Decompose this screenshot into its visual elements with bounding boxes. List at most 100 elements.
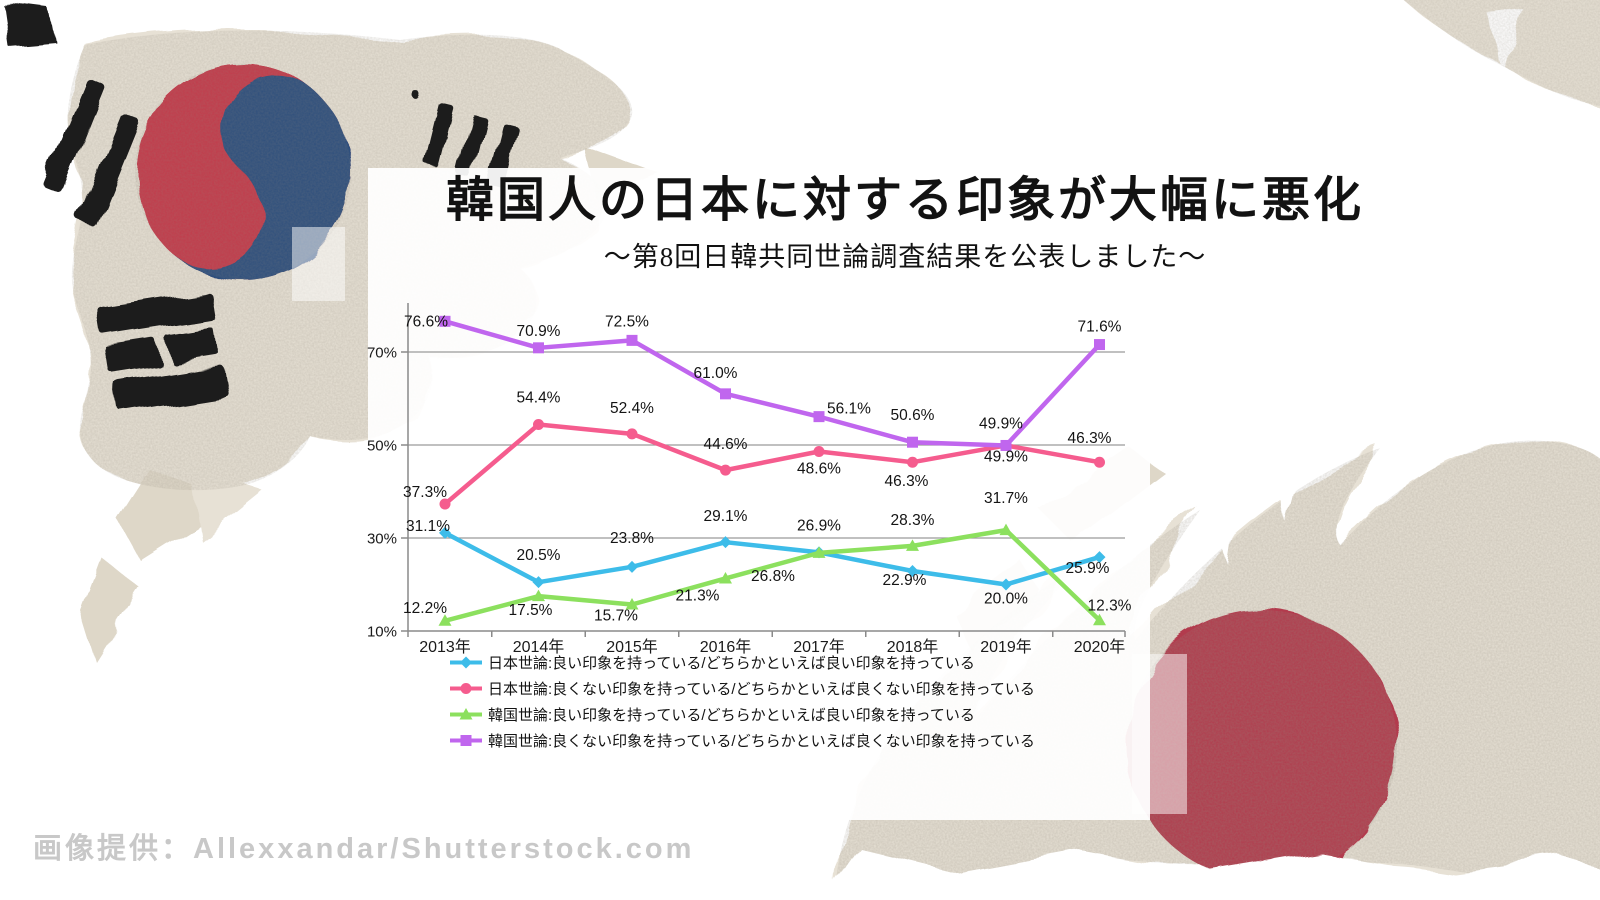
data-point [460,682,472,694]
data-point [532,589,545,602]
data-point [625,597,639,610]
data-label: 31.1% [406,518,450,535]
data-point [460,656,472,668]
data-point [907,456,918,468]
data-point [906,539,919,551]
series-2 [438,523,1106,626]
data-label: 54.4% [517,390,561,407]
data-label: 25.9% [1066,560,1110,577]
page-title: 韓国人の日本に対する印象が大幅に悪化 [445,174,1364,227]
data-label: 46.3% [885,473,929,490]
data-label: 71.6% [1078,319,1122,336]
page-subtitle: ～第8回日韓共同世論調査結果を公表しました～ [603,241,1207,272]
x-axis-label: 2020年 [1074,638,1126,656]
data-label: 31.7% [984,490,1028,507]
data-label: 26.9% [797,517,841,534]
data-label: 12.3% [1088,597,1132,614]
data-label: 20.5% [517,547,561,564]
series-line [442,422,1102,507]
legend-label: 日本世論:良い印象を持っている/どちらかといえば良い印象を持っている [488,654,975,672]
data-point [533,342,544,354]
data-point [719,536,732,549]
x-axis-label: 2014年 [513,638,565,656]
data-point [439,526,451,539]
data-point [719,571,732,584]
x-axis-label: 2017年 [793,638,845,656]
y-tick-label: 10% [367,624,397,641]
data-point [626,334,638,346]
legend-label: 韓国世論:良くない印象を持っている/どちらかといえば良くない印象を持っている [488,732,1035,750]
y-tick-label: 30% [367,531,397,548]
data-point [812,546,826,558]
data-point [813,446,825,458]
x-axis-label: 2018年 [887,638,939,656]
data-label: 48.6% [797,461,841,478]
data-label: 12.2% [403,600,447,617]
data-label: 70.9% [517,323,561,340]
legend-marker-icon [450,682,482,694]
data-label: 17.5% [509,602,553,619]
data-label: 44.6% [704,436,748,453]
y-tick-label: 50% [367,438,397,455]
data-point [906,565,919,578]
ink-dab-art [2,4,56,46]
title-block: 韓国人の日本に対する印象が大幅に悪化 ～第8回日韓共同世論調査結果を公表しました… [390,174,1420,274]
x-axis-label: 2013年 [419,638,471,656]
data-point [438,614,452,626]
series-line [442,530,1102,587]
x-axis-label: 2015年 [606,638,658,656]
legend-item: 韓国世論:良くない印象を持っている/どちらかといえば良くない印象を持っている [448,727,1035,753]
data-label: 76.6% [404,313,448,330]
data-point [439,315,451,327]
legend-item: 韓国世論:良い印象を持っている/どちらかといえば良い印象を持っている [448,701,1035,727]
data-point [813,411,825,423]
data-point [459,707,473,719]
data-point [460,734,472,746]
data-point [907,436,918,448]
legend-label: 韓国世論:良い印象を持っている/どちらかといえば良い印象を持っている [488,706,975,724]
series-1 [439,419,1105,510]
data-label: 23.8% [610,530,654,547]
series-line [442,319,1102,448]
legend-item: 日本世論:良くない印象を持っている/どちらかといえば良くない印象を持っている [448,675,1035,701]
data-point [1094,339,1105,351]
legend-marker-icon [450,734,482,746]
data-point [532,576,545,589]
data-label: 50.6% [891,407,935,424]
x-axis-label: 2019年 [980,638,1032,656]
content-panel [368,168,1150,820]
data-label: 20.0% [984,591,1028,608]
data-point [1093,613,1106,626]
data-label: 22.9% [883,572,927,589]
data-point [720,388,731,400]
data-label: 21.3% [676,587,720,604]
data-label: 15.7% [594,607,638,624]
legend-item: 日本世論:良い印象を持っている/どちらかといえば良い印象を持っている [448,649,1035,675]
data-point [1000,439,1012,451]
x-axis-label: 2016年 [700,638,752,656]
korean-flag-art [44,30,662,662]
data-label: 56.1% [827,401,871,418]
series-line [442,527,1102,624]
data-label: 46.3% [1068,430,1112,447]
data-point [1094,456,1105,468]
data-point [999,523,1013,536]
data-label: 49.9% [984,448,1028,465]
data-label: 37.3% [403,484,447,501]
series-3 [439,315,1105,451]
y-tick-label: 70% [367,345,397,362]
data-point [626,560,638,573]
data-point [720,464,731,476]
data-label: 52.4% [610,400,654,417]
corner-splash-art [1403,0,1600,107]
data-label: 49.9% [979,415,1023,432]
data-label: 72.5% [605,313,649,330]
watermark-credit: 画像提供：Allexxandar/Shutterstock.com [33,833,695,865]
data-point [533,419,544,431]
data-label: 61.0% [694,365,738,382]
chart-legend: 日本世論:良い印象を持っている/どちらかといえば良い印象を持っている日本世論:良… [448,649,1035,753]
legend-marker-icon [450,656,482,668]
